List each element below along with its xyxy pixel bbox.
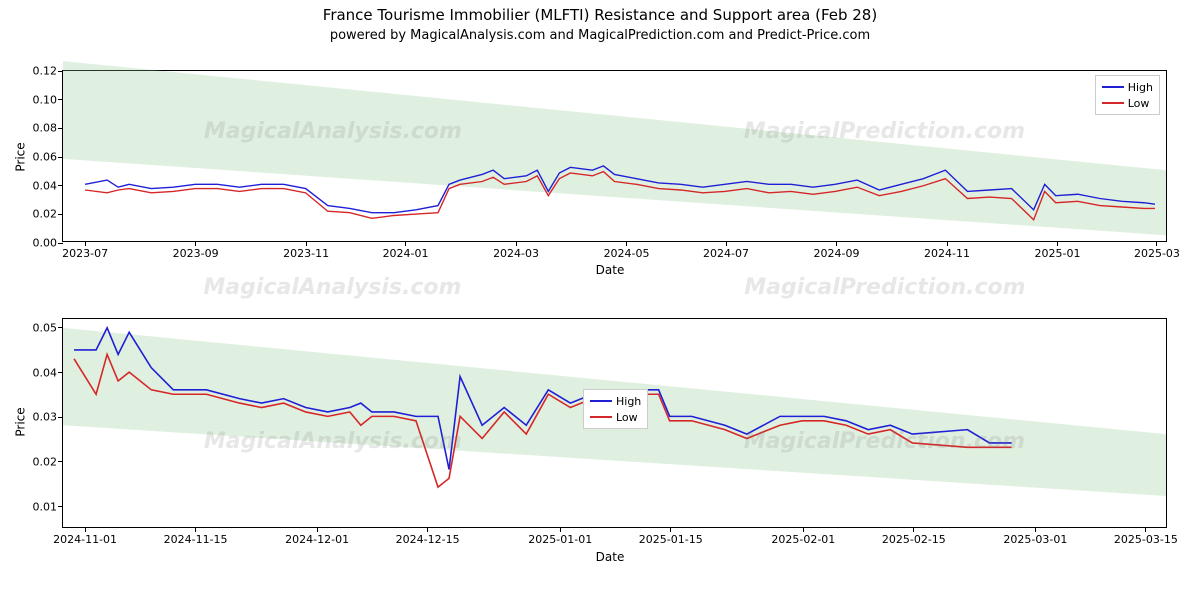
ytick-mark [58,327,63,328]
ytick-mark [58,185,63,186]
chart-top: MagicalAnalysis.com MagicalPrediction.co… [62,70,1167,242]
xtick-mark [1145,527,1146,532]
xtick-mark [1156,241,1157,246]
xtick-label: 2025-03 [1134,247,1180,260]
support-band-top [63,61,1166,235]
ytick-label: 0.03 [33,411,58,424]
legend-label-high: High [1128,81,1153,94]
xtick-mark [516,241,517,246]
legend-top: High Low [1095,75,1160,115]
xtick-mark [317,527,318,532]
xtick-mark [1035,527,1036,532]
legend-row-low: Low [590,409,641,425]
xtick-label: 2025-02-15 [882,533,946,546]
xtick-label: 2024-07 [703,247,749,260]
chart-main-title: France Tourisme Immobilier (MLFTI) Resis… [0,6,1200,24]
ytick-label: 0.10 [33,93,58,106]
ytick-mark [58,461,63,462]
xtick-label: 2024-11 [924,247,970,260]
watermark-text: MagicalPrediction.com [744,275,1025,300]
xtick-label: 2025-02-01 [771,533,835,546]
xtick-label: 2023-11 [283,247,329,260]
xtick-mark [836,241,837,246]
xtick-mark [947,241,948,246]
xtick-mark [626,241,627,246]
legend-swatch-high [1102,86,1124,88]
xtick-mark [195,241,196,246]
xtick-label: 2024-01 [383,247,429,260]
xtick-mark [803,527,804,532]
ytick-mark [58,417,63,418]
xtick-mark [85,527,86,532]
ytick-label: 0.05 [33,321,58,334]
xtick-mark [306,241,307,246]
ytick-mark [58,243,63,244]
xtick-label: 2025-01 [1035,247,1081,260]
ytick-mark [58,157,63,158]
xtick-label: 2024-12-01 [285,533,349,546]
ytick-label: 0.08 [33,122,58,135]
xtick-mark [1057,241,1058,246]
ytick-mark [58,99,63,100]
ytick-mark [58,214,63,215]
xtick-mark [726,241,727,246]
watermark-text: MagicalAnalysis.com [203,275,461,300]
chart-top-svg [63,71,1166,241]
legend-label-low: Low [1128,97,1150,110]
ytick-mark [58,71,63,72]
xtick-label: 2025-03-15 [1114,533,1178,546]
xlabel-top: Date [560,263,660,277]
ytick-label: 0.04 [33,179,58,192]
xtick-label: 2023-09 [173,247,219,260]
ytick-mark [58,372,63,373]
xtick-label: 2025-03-01 [1003,533,1067,546]
xtick-label: 2025-01-15 [639,533,703,546]
xtick-label: 2024-09 [814,247,860,260]
ytick-label: 0.04 [33,366,58,379]
xtick-mark [427,527,428,532]
legend-label-high: High [616,395,641,408]
chart-subtitle: powered by MagicalAnalysis.com and Magic… [0,28,1200,43]
ytick-label: 0.12 [33,65,58,78]
ytick-mark [58,128,63,129]
legend-row-high: High [1102,79,1153,95]
ytick-mark [58,506,63,507]
legend-row-high: High [590,393,641,409]
xlabel-bottom: Date [560,550,660,564]
xtick-label: 2024-12-15 [396,533,460,546]
title-area: France Tourisme Immobilier (MLFTI) Resis… [0,0,1200,43]
legend-swatch-low [590,416,612,418]
ylabel-bottom: Price [14,407,28,436]
ytick-label: 0.06 [33,151,58,164]
ytick-label: 0.01 [33,500,58,513]
legend-swatch-low [1102,102,1124,104]
ytick-label: 0.00 [33,237,58,250]
xtick-label: 2024-05 [604,247,650,260]
legend-row-low: Low [1102,95,1153,111]
xtick-mark [560,527,561,532]
xtick-mark [85,241,86,246]
watermark-row-mid: MagicalAnalysis.com MagicalPrediction.co… [62,275,1167,300]
ylabel-top: Price [14,142,28,171]
xtick-mark [405,241,406,246]
xtick-label: 2024-11-01 [53,533,117,546]
xtick-label: 2025-01-01 [528,533,592,546]
xtick-label: 2023-07 [62,247,108,260]
xtick-mark [913,527,914,532]
xtick-label: 2024-11-15 [164,533,228,546]
legend-swatch-high [590,400,612,402]
xtick-mark [195,527,196,532]
xtick-mark [670,527,671,532]
ytick-label: 0.02 [33,208,58,221]
legend-label-low: Low [616,411,638,424]
legend-bottom: High Low [583,389,648,429]
chart-bottom: MagicalAnalysis.com MagicalPrediction.co… [62,318,1167,528]
ytick-label: 0.02 [33,455,58,468]
xtick-label: 2024-03 [493,247,539,260]
